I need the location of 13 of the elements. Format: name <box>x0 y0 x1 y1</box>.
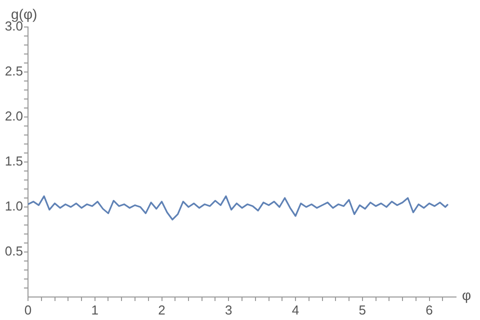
x-tick-label: 3 <box>225 302 232 318</box>
x-tick-label: 0 <box>24 302 32 318</box>
x-axis-title: φ <box>462 286 472 303</box>
x-tick-label: 2 <box>158 302 166 318</box>
x-tick-label: 5 <box>358 302 366 318</box>
y-tick-label: 0.5 <box>4 244 23 259</box>
y-tick-label: 2.5 <box>4 64 23 79</box>
x-tick-label: 1 <box>91 302 98 318</box>
y-tick-label: 1.5 <box>4 154 23 169</box>
y-tick-label: 2.0 <box>4 108 23 124</box>
y-tick-label: 1.0 <box>4 198 23 214</box>
x-tick-label: 4 <box>292 302 300 318</box>
x-tick-label: 6 <box>426 302 433 318</box>
